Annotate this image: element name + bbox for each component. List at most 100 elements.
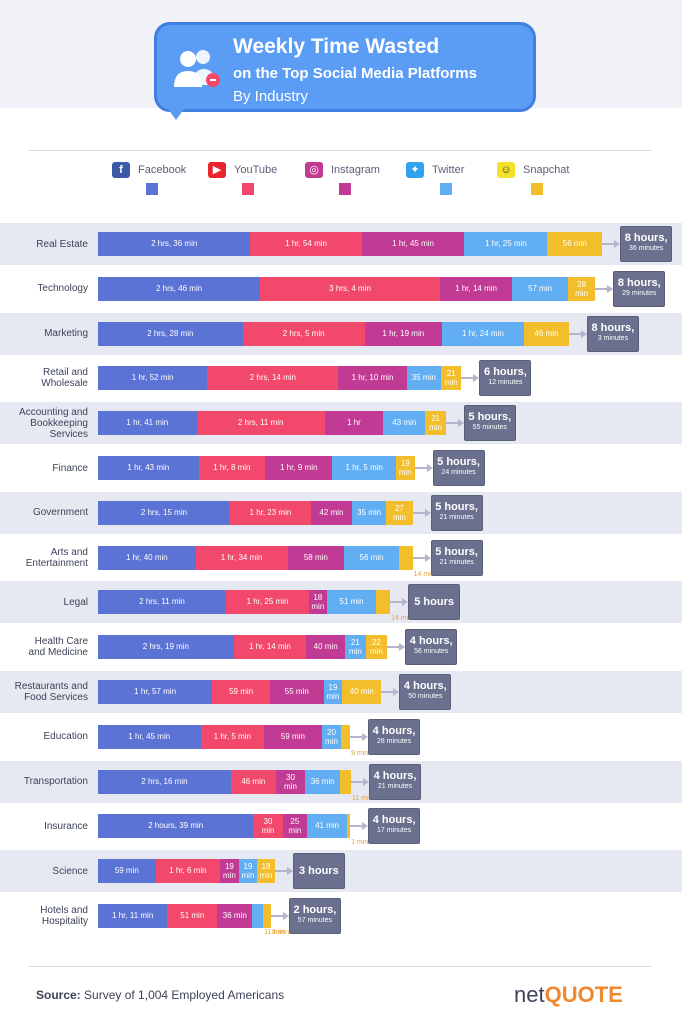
data-label: 59 min <box>280 731 305 741</box>
total-box: 5 hours, 21 minutes <box>430 539 483 576</box>
bar-segment-snapchat <box>341 724 351 749</box>
data-label: 2 hours, 39 min <box>148 821 204 831</box>
total-box: 4 hours, 17 minutes <box>368 808 421 845</box>
bar-segment-facebook: 1 hr, 45 min <box>98 724 201 749</box>
total-connector <box>387 646 400 649</box>
total-box: 5 hours, 55 minutes <box>463 405 516 442</box>
total-box: 8 hours, 29 minutes <box>613 270 666 307</box>
data-label: 1 min <box>351 839 369 847</box>
data-label: 20 min <box>325 727 338 746</box>
bubble-tail <box>166 106 186 120</box>
total-sublabel: 21 minutes <box>439 513 474 521</box>
row-label: Restaurants and Food Services <box>14 681 88 703</box>
data-label: 18 min <box>259 862 273 881</box>
arrow-icon <box>426 464 433 472</box>
bar-segment-instagram: 1 hr, 10 min <box>338 366 407 391</box>
total-sublabel: 12 minutes <box>488 379 523 387</box>
row-label: Government <box>32 507 88 519</box>
bar-segment-instagram: 1 hr, 45 min <box>361 232 465 256</box>
bar-segment-youtube: 1 hr, 25 min <box>225 590 310 615</box>
row-label: Marketing <box>44 328 88 340</box>
data-label: 18 min <box>311 593 325 612</box>
total-sublabel: 55 minutes <box>472 424 507 432</box>
data-label: 11 min <box>264 929 285 936</box>
bar-segment-snapchat: 22 min <box>365 635 388 660</box>
bar-segment-facebook: 1 hr, 43 min <box>98 456 199 480</box>
arrow-icon <box>580 329 587 338</box>
row-label: Science <box>52 865 88 877</box>
bar-segment-youtube: 1 hr, 34 min <box>195 545 288 570</box>
bar-segment-snapchat: 18 min <box>257 859 275 884</box>
row-label: Real Estate <box>36 238 88 250</box>
total-connector <box>595 287 608 290</box>
total-box: 5 hours <box>408 584 461 621</box>
row-label: Technology <box>37 283 88 295</box>
bar-segment-twitter: 20 min <box>321 724 342 749</box>
bar-segment-snapchat <box>263 904 271 928</box>
data-label: 19 min <box>222 862 236 881</box>
data-label: 1 hr, 19 min <box>382 328 425 338</box>
data-label: 2 hrs, 14 min <box>249 373 296 383</box>
bar-segment-youtube: 1 hr, 6 min <box>155 859 221 884</box>
total-connector <box>274 870 287 873</box>
data-label: 1 hr, 8 min <box>213 463 251 472</box>
legend-swatch-facebook <box>146 183 158 195</box>
data-label: 1 hr <box>347 418 361 428</box>
legend-swatch-youtube <box>242 183 254 195</box>
data-label: 21 min <box>444 369 458 388</box>
bar-segment-instagram: 36 min <box>217 904 253 928</box>
bar-segment-snapchat: 56 min <box>547 232 603 256</box>
bar-segment-snapchat <box>376 590 391 615</box>
data-label: 2 hrs, 5 min <box>282 328 325 338</box>
total-box: 8 hours, 36 minutes <box>620 226 673 262</box>
source-text: Survey of 1,004 Employed Americans <box>84 988 285 1002</box>
bar-segment-twitter: 21 min <box>345 635 366 660</box>
data-label: 51 min <box>180 911 205 920</box>
bar-segment-snapchat: 46 min <box>523 321 569 346</box>
data-label: 22 min <box>369 638 383 657</box>
youtube-icon: ▶ <box>208 162 226 178</box>
bar-segment-twitter: 1 hr, 5 min <box>332 456 396 480</box>
bar-segment-instagram: 18 min <box>309 590 327 615</box>
data-label: 1 hr, 45 min <box>392 239 434 248</box>
data-label: 2 hrs, 46 min <box>155 283 203 293</box>
total-box: 3 hours <box>292 853 345 890</box>
data-label: 35 min <box>357 507 382 517</box>
data-label: 3 hrs, 4 min <box>329 283 371 293</box>
data-label: 14 min <box>391 615 413 623</box>
data-label: 9 min <box>351 749 369 757</box>
data-label: 19 min <box>398 459 412 477</box>
data-label: 56 min <box>562 239 587 248</box>
chart-title-line2: on the Top Social Media Platforms <box>233 65 477 82</box>
bar-segment-facebook: 1 hr, 57 min <box>98 680 213 704</box>
data-label: 40 min <box>349 687 374 696</box>
data-label: 59 min <box>229 687 254 696</box>
total-label: 4 hours, <box>372 814 416 827</box>
bar-segment-youtube: 2 hrs, 14 min <box>207 366 339 391</box>
legend-swatch-twitter <box>440 183 452 195</box>
users-icon <box>174 50 220 87</box>
data-label: 56 min <box>359 552 384 562</box>
bar-segment-snapchat <box>340 769 352 794</box>
data-label: 30 min <box>261 817 275 836</box>
legend-swatch-instagram <box>339 183 351 195</box>
arrow-icon <box>614 240 621 248</box>
total-sublabel: 24 minutes <box>441 469 476 476</box>
total-connector <box>412 556 425 559</box>
row-label: Hotels and Hospitality <box>40 905 88 927</box>
bar-segment-instagram: 55 min <box>269 680 324 704</box>
source-label: Source: <box>36 988 81 1002</box>
bar-segment-snapchat <box>398 545 413 570</box>
legend: f Facebook ▶ YouTube ◎ Instagram ✦ Twitt… <box>0 160 682 200</box>
data-label: 43 min <box>392 418 417 428</box>
total-sublabel: 21 minutes <box>377 782 413 790</box>
twitter-icon: ✦ <box>406 162 424 178</box>
data-label: 27 min <box>392 503 406 522</box>
data-label: 2 hrs, 11 min <box>139 597 185 607</box>
data-label: 51 min <box>339 597 364 607</box>
total-connector <box>412 511 425 514</box>
bar-segment-twitter: 19 min <box>238 859 258 884</box>
data-label: 1 hr, 40 min <box>125 552 168 562</box>
arrow-icon <box>424 553 431 562</box>
data-label: 2 hrs, 19 min <box>142 642 190 652</box>
